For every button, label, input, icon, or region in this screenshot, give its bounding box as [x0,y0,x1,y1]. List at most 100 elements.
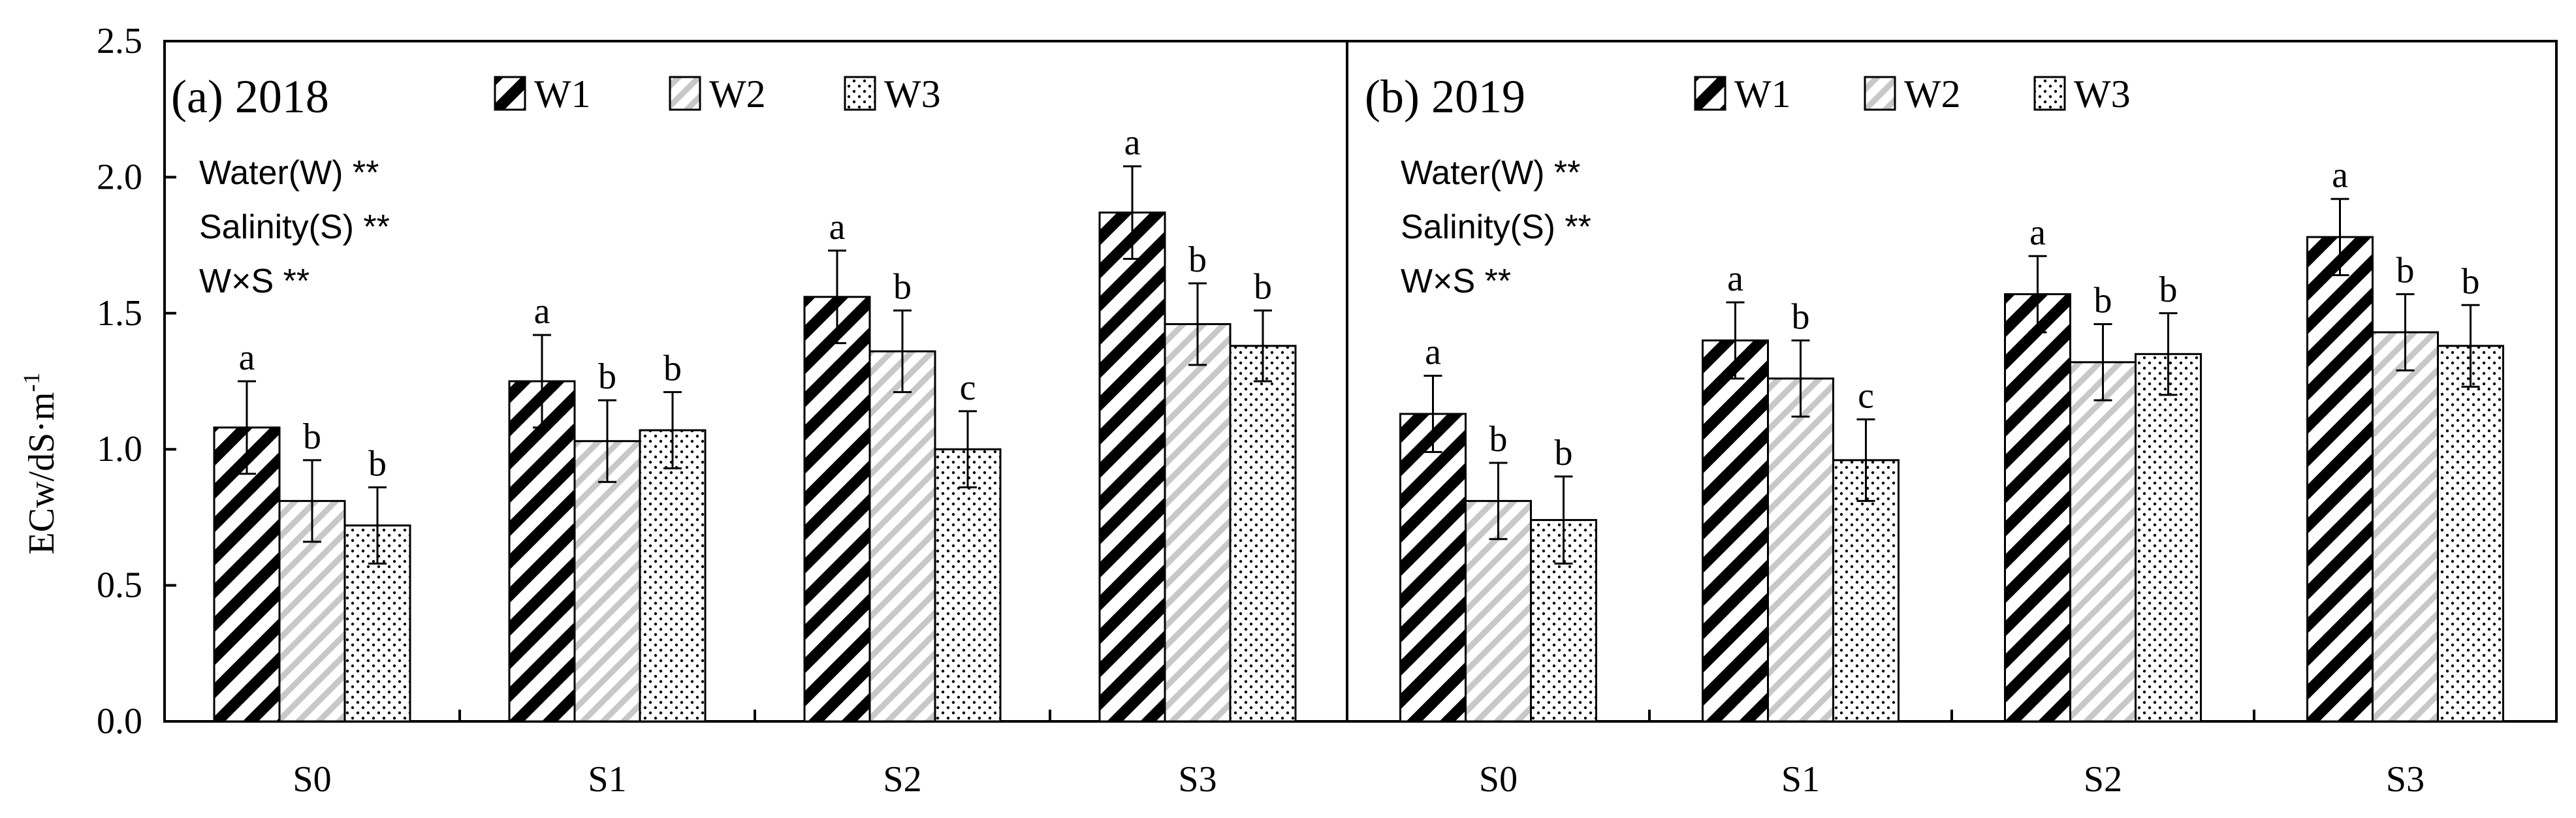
error-bar [1726,301,1745,380]
x-tick-label: S1 [1781,759,1820,800]
error-bar [2330,198,2349,276]
y-tick-label: 2.0 [97,157,142,197]
panel-2019-annotations: Water(W) ** Salinity(S) ** W×S ** [1401,154,1591,300]
legend-swatch [1694,76,1726,111]
x-tick-label: S2 [883,759,921,800]
error-bar [1254,309,1272,383]
bar [2372,331,2439,723]
bar [2069,361,2137,723]
y-tick-label: 1.5 [97,293,142,334]
significance-letter: a [1425,332,1441,373]
stats-annotation: Salinity(S) ** [199,208,390,246]
y-axis-title: ECw/dS·m-1 [18,373,62,555]
error-bar [663,391,682,469]
bar [1702,339,1769,723]
bar [803,296,871,723]
stats-annotation: Water(W) ** [199,154,379,192]
bar [1229,345,1297,723]
significance-letter: b [598,356,616,397]
stats-annotation: Salinity(S) ** [1401,208,1591,246]
error-bar [1123,165,1141,260]
significance-letter: a [1124,123,1141,163]
bar [868,350,936,723]
y-tick-label: 0.5 [97,565,142,606]
panel-2019-bars: a b b a b c a b b a b b [1399,155,2504,723]
error-bar [368,486,387,565]
significance-letter: b [2462,261,2480,302]
x-tick-label: S0 [293,759,331,800]
significance-letter: b [368,444,387,484]
y-tick-label: 1.0 [97,429,142,469]
error-bar [238,380,256,475]
bar [508,380,576,723]
legend-swatch [494,76,526,111]
y-axis: 0.0 0.5 1.0 1.5 2.0 2.5 [97,21,176,742]
x-tick-label: S2 [2084,759,2122,800]
significance-letter: a [2332,155,2348,196]
significance-letter: b [893,267,912,307]
bar [934,448,1002,723]
stats-annotation: Water(W) ** [1401,154,1580,192]
bar [573,440,641,723]
legend-label: W2 [709,72,766,116]
error-bar [598,399,616,483]
significance-letter: a [2029,212,2046,253]
error-bar [303,459,321,543]
error-bar [1188,282,1207,366]
bar [1399,413,1467,723]
bar [2135,353,2202,723]
significance-letter: b [2159,270,2178,310]
significance-letter: b [1489,419,1508,460]
significance-letter: a [534,291,550,332]
significance-letter: b [1792,296,1810,337]
panel-2018-annotations: Water(W) ** Salinity(S) ** W×S ** [199,154,390,300]
significance-letter: b [303,417,321,457]
bar [1465,499,1532,723]
legend-label: W2 [1904,72,1961,116]
x-tick-label: S1 [588,759,626,800]
bar [1832,459,1900,723]
significance-letter: b [2396,251,2415,291]
y-tick-label: 0.0 [97,701,142,742]
x-tick-label: S3 [2386,759,2425,800]
panel-2019: (b) 2019 W1 W2 W3 Water(W) ** Salinity(S) *… [1346,40,2558,800]
error-bar [1791,339,1810,418]
panel-2019-title: (b) 2019 [1365,71,1525,123]
error-bar [2159,312,2178,396]
y-tick-label: 2.5 [97,21,142,61]
panel-2019-legend: W1 W2 W3 [1694,72,2131,116]
error-bar [1423,375,1442,453]
y-axis-label-exponent: -1 [18,373,44,392]
error-bar [1554,475,1573,565]
x-tick-label: S0 [1479,759,1518,800]
legend-swatch [2033,76,2066,111]
stats-annotation: W×S ** [199,262,310,300]
legend-swatch [669,76,701,111]
panel-2018-bars: a b b a b b a b c a b b [213,123,1297,723]
y-axis-label: ECw/dS·m-1 [18,373,62,555]
significance-letter: b [1555,433,1573,473]
bar [639,429,707,723]
significance-letter: b [1254,267,1272,307]
legend-swatch [844,76,876,111]
significance-letter: b [1188,240,1207,280]
significance-letter: c [960,368,976,408]
significance-letter: b [663,349,682,389]
x-tick-label: S3 [1178,759,1216,800]
bar [2437,345,2504,723]
significance-letter: b [2094,280,2112,321]
panel-2019-x-axis: S0 S1 S2 S3 [1479,710,2425,800]
significance-letter: c [1858,375,1874,416]
error-bar [1856,418,1875,502]
bar [2306,236,2374,723]
bar [2004,293,2071,723]
error-bar [2028,255,2047,334]
legend-label: W3 [884,72,941,116]
significance-letter: a [239,338,255,378]
panel-2018-x-axis: S0 S1 S2 S3 [293,710,1217,800]
panel-2018-legend: W1 W2 W3 [494,72,941,116]
stats-annotation: W×S ** [1401,262,1511,300]
legend-swatch [1864,76,1896,111]
bar [1164,322,1232,723]
